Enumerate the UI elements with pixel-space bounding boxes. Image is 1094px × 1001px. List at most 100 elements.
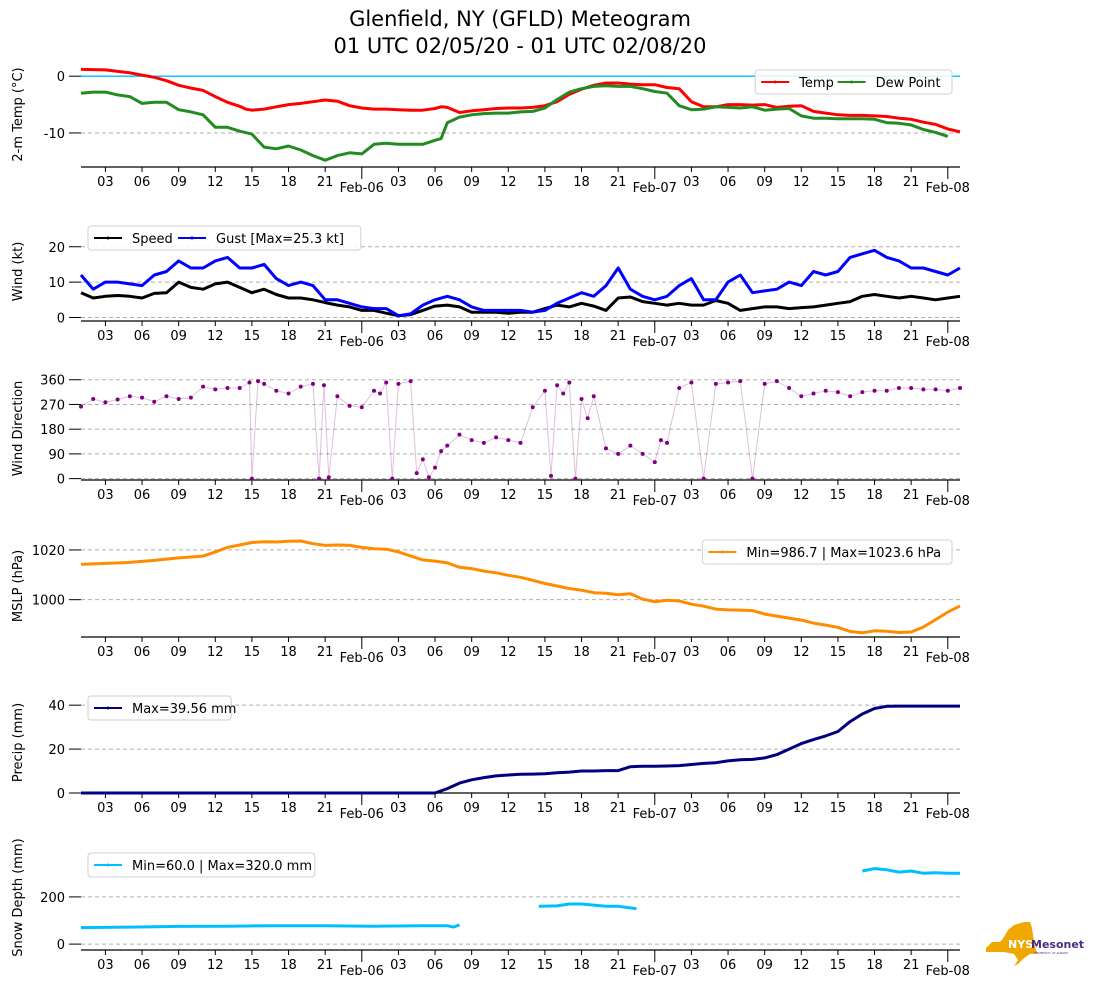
x-tick-label: 06	[134, 958, 151, 973]
wind-direction-point	[359, 405, 364, 410]
wind-direction-point	[414, 471, 419, 476]
legend-marker	[773, 80, 777, 84]
x-tick-label: Feb-06	[340, 651, 384, 666]
x-tick-label: 09	[756, 175, 773, 190]
wind-direction-point	[384, 380, 389, 385]
wind-direction-point	[762, 381, 767, 386]
x-tick-label: 06	[720, 801, 737, 816]
wind-direction-point	[561, 391, 566, 396]
x-tick-label: 12	[500, 645, 517, 660]
wind-direction-point	[188, 395, 193, 400]
x-tick-label: 15	[537, 801, 554, 816]
legend-marker	[106, 863, 110, 867]
series-line-min-60-0-max-320-0-mm	[80, 923, 461, 930]
wind-direction-point	[201, 384, 206, 389]
x-tick-label: 03	[390, 175, 407, 190]
logo-nys-text: NYS	[1008, 938, 1033, 951]
wind-direction-point	[958, 385, 962, 390]
x-tick-label: Feb-07	[633, 807, 677, 822]
x-tick-label: 21	[610, 801, 627, 816]
x-tick-label: 09	[463, 175, 480, 190]
x-tick-label: 18	[280, 958, 297, 973]
x-tick-label: 21	[317, 645, 334, 660]
wind-direction-point	[494, 435, 499, 440]
x-tick-label: 12	[793, 645, 810, 660]
x-tick-label: 15	[244, 801, 261, 816]
wind-direction-point	[249, 476, 254, 481]
wind-direction-point	[713, 381, 718, 386]
y-axis-label: 2-m Temp (°C)	[11, 67, 26, 161]
wind-direction-point	[286, 391, 291, 396]
series-line-gust-max-25-3-kt-	[79, 248, 961, 318]
wind-direction-connector	[80, 380, 961, 479]
x-tick-label: 18	[280, 175, 297, 190]
wind-direction-point	[896, 385, 901, 390]
legend-label: Speed	[132, 232, 173, 247]
x-tick-label: 09	[463, 801, 480, 816]
wind-direction-point	[640, 451, 645, 456]
x-tick-label: 21	[610, 175, 627, 190]
x-tick-label: 03	[683, 801, 700, 816]
legend-label: Gust [Max=25.3 kt]	[216, 232, 344, 247]
wind-direction-point	[298, 384, 303, 389]
wind-direction-point	[921, 387, 926, 392]
wind-direction-point	[310, 381, 315, 386]
y-axis-label: Snow Depth (mm)	[11, 838, 26, 956]
x-tick-label: 03	[390, 958, 407, 973]
wind-direction-point	[909, 385, 914, 390]
x-tick-label: 09	[170, 488, 187, 503]
x-tick-label: 15	[537, 329, 554, 344]
x-tick-label: 18	[280, 645, 297, 660]
logo-mesonet-text: Mesonet	[1031, 938, 1084, 951]
wind-direction-point	[628, 443, 633, 448]
legend-label: Dew Point	[876, 76, 941, 91]
y-axis-label: MSLP (hPa)	[11, 550, 26, 622]
x-tick-label: 09	[756, 958, 773, 973]
y-tick-label: 1020	[32, 544, 65, 559]
x-tick-label: 12	[207, 329, 224, 344]
x-tick-label: 06	[720, 175, 737, 190]
wind-direction-point	[176, 396, 181, 401]
wind-direction-point	[390, 476, 395, 481]
x-tick-label: 03	[97, 801, 114, 816]
x-tick-label: 15	[244, 329, 261, 344]
wind-direction-point	[542, 388, 547, 393]
x-tick-label: 12	[207, 645, 224, 660]
wind-direction-point	[372, 388, 376, 393]
legend-label: Max=39.56 mm	[132, 702, 236, 717]
wind-direction-point	[506, 438, 511, 443]
x-tick-label: Feb-06	[340, 807, 384, 822]
y-tick-label: 40	[48, 699, 65, 714]
x-tick-label: 15	[830, 645, 847, 660]
x-tick-label: 03	[390, 645, 407, 660]
x-tick-label: 12	[793, 958, 810, 973]
x-tick-label: Feb-08	[926, 651, 970, 666]
wind-direction-point	[530, 405, 535, 410]
y-tick-label: 1000	[32, 594, 65, 609]
wind-direction-point	[408, 379, 413, 384]
x-tick-label: 18	[866, 329, 883, 344]
wind-direction-point	[335, 394, 340, 399]
wind-direction-point	[665, 440, 669, 445]
x-tick-label: 06	[427, 801, 444, 816]
x-tick-label: 18	[573, 488, 590, 503]
x-tick-label: Feb-06	[340, 964, 384, 979]
x-tick-label: 18	[280, 801, 297, 816]
y-tick-label: 270	[40, 398, 65, 413]
x-tick-label: 09	[170, 329, 187, 344]
wind-direction-point	[872, 388, 877, 393]
legend-marker	[850, 80, 854, 84]
wind-direction-point	[439, 449, 444, 454]
legend-label: Temp	[798, 76, 834, 91]
wind-direction-point	[420, 457, 425, 462]
x-tick-label: 09	[170, 801, 187, 816]
x-tick-label: 09	[170, 645, 187, 660]
x-tick-label: 18	[866, 801, 883, 816]
x-tick-label: Feb-08	[926, 181, 970, 196]
wind-direction-point	[321, 383, 326, 388]
wind-direction-point	[603, 446, 608, 451]
wind-direction-point	[433, 465, 438, 470]
x-tick-label: 18	[280, 329, 297, 344]
x-tick-label: 06	[427, 175, 444, 190]
x-tick-label: 03	[683, 958, 700, 973]
